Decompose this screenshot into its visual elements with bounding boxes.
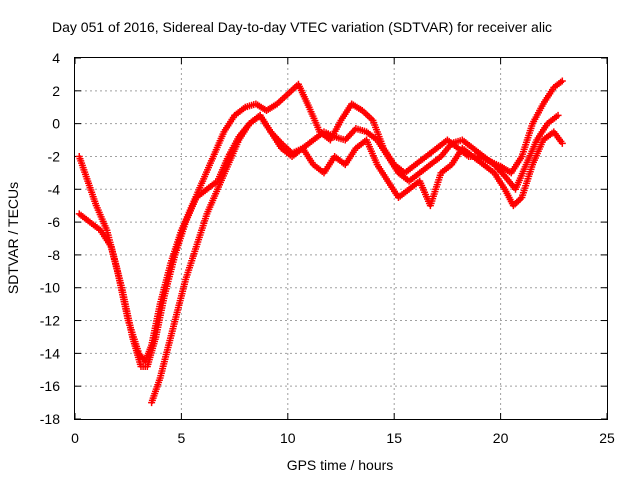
y-tick-label: -6 (48, 214, 61, 230)
x-tick-label: 15 (386, 430, 402, 446)
grid (75, 58, 607, 419)
x-tick-label: 20 (493, 430, 509, 446)
y-tick-label: -2 (48, 148, 61, 164)
y-tick-label: 4 (52, 50, 60, 66)
y-tick-label: -8 (48, 247, 61, 263)
data-point (558, 139, 566, 147)
y-tick-label: -12 (40, 313, 60, 329)
data-points (75, 77, 566, 407)
y-axis-label: SDTVAR / TECUs (5, 182, 21, 294)
y-tick-label: 0 (52, 116, 60, 132)
x-tick-label: 0 (71, 430, 79, 446)
chart-title: Day 051 of 2016, Sidereal Day-to-day VTE… (52, 19, 552, 35)
series-arc-3 (148, 111, 566, 407)
series-arc-2 (75, 111, 562, 370)
y-tick-label: -18 (40, 411, 60, 427)
y-tick-label: -14 (40, 345, 60, 361)
plot-frame (74, 57, 608, 420)
x-tick-label: 10 (280, 430, 296, 446)
data-point (554, 111, 562, 119)
y-tick-label: -4 (48, 181, 61, 197)
y-tick-label: -16 (40, 378, 60, 394)
x-axis-label: GPS time / hours (287, 457, 394, 473)
y-tick-label: -10 (40, 280, 60, 296)
y-tick-label: 2 (52, 83, 60, 99)
series-arc-1 (75, 77, 566, 366)
x-tick-label: 5 (178, 430, 186, 446)
data-point (558, 77, 566, 85)
x-tick-label: 25 (599, 430, 615, 446)
